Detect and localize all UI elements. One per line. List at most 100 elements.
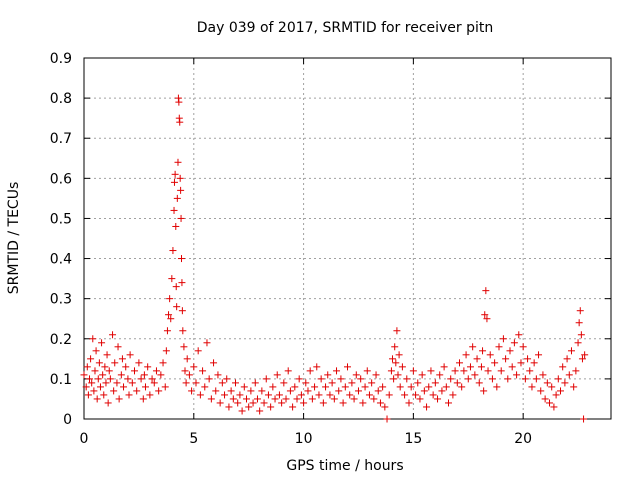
data-point	[177, 255, 185, 263]
data-point	[201, 383, 209, 391]
data-point	[550, 403, 558, 411]
data-point	[118, 355, 126, 363]
data-point	[240, 383, 248, 391]
data-point	[146, 391, 154, 399]
data-point	[84, 391, 92, 399]
data-point	[390, 375, 398, 383]
data-point	[169, 247, 177, 255]
y-tick-label: 0.8	[50, 91, 72, 107]
data-point	[423, 403, 431, 411]
data-point	[218, 379, 226, 387]
y-tick-label: 0.5	[50, 211, 72, 227]
data-point	[166, 295, 174, 303]
data-point	[178, 307, 186, 315]
y-tick-label: 0.6	[50, 171, 72, 187]
y-tick-label: 0.7	[50, 131, 72, 147]
data-point	[242, 395, 250, 403]
data-point	[414, 379, 422, 387]
data-point	[89, 335, 97, 343]
data-point	[308, 395, 316, 403]
data-point	[365, 391, 373, 399]
data-point	[111, 359, 119, 367]
data-point	[393, 327, 401, 335]
data-point	[173, 194, 181, 202]
data-point	[183, 355, 191, 363]
data-point	[90, 387, 98, 395]
data-point	[91, 367, 99, 375]
data-point	[214, 371, 222, 379]
data-point	[144, 363, 152, 371]
data-point	[140, 371, 148, 379]
data-point	[407, 383, 415, 391]
data-point	[502, 355, 510, 363]
data-point	[216, 399, 224, 407]
data-point	[319, 399, 327, 407]
data-point	[122, 363, 130, 371]
data-point	[95, 359, 103, 367]
data-point	[517, 359, 525, 367]
data-point	[567, 347, 575, 355]
data-point	[577, 331, 585, 339]
data-point	[192, 379, 200, 387]
data-point	[335, 387, 343, 395]
chart-title: Day 039 of 2017, SRMTID for receiver pit…	[197, 20, 494, 36]
data-point	[374, 387, 382, 395]
data-point	[176, 174, 184, 182]
data-point	[344, 363, 351, 371]
data-point	[212, 387, 220, 395]
data-point	[207, 395, 215, 403]
data-point	[291, 383, 299, 391]
grid-layer	[84, 58, 611, 419]
data-point	[330, 395, 338, 403]
data-point	[94, 375, 102, 383]
data-point	[546, 399, 554, 407]
data-point	[163, 327, 171, 335]
data-point	[109, 331, 117, 339]
data-point	[391, 343, 399, 351]
data-point	[350, 395, 358, 403]
data-point	[445, 399, 453, 407]
data-point	[346, 391, 354, 399]
data-point	[313, 363, 321, 371]
data-point	[394, 371, 402, 379]
x-tick-label: 0	[80, 431, 89, 447]
data-point	[93, 395, 101, 403]
data-point	[352, 371, 360, 379]
ticks-layer: 0 0.1 0.2 0.3 0.4 0.5 0.6 0.7 0.8 0.9 0 5 10 15 20	[50, 51, 611, 447]
data-point	[539, 371, 547, 379]
data-point	[170, 206, 178, 214]
data-point	[504, 375, 512, 383]
data-point	[339, 399, 347, 407]
data-point	[389, 355, 397, 363]
y-tick-label: 0.4	[50, 252, 72, 268]
data-point	[543, 379, 551, 387]
data-point	[177, 186, 185, 194]
data-point	[395, 351, 403, 359]
data-point	[530, 359, 538, 367]
data-point	[354, 387, 362, 395]
data-point	[120, 383, 128, 391]
data-point	[482, 287, 490, 295]
data-point	[104, 399, 112, 407]
data-point	[326, 391, 334, 399]
data-point	[471, 371, 479, 379]
data-point	[431, 379, 439, 387]
data-point	[581, 351, 589, 359]
data-point	[115, 395, 123, 403]
data-point	[137, 375, 145, 383]
data-point	[105, 367, 113, 375]
data-point	[572, 367, 580, 375]
data-point	[152, 367, 160, 375]
x-tick-label: 10	[295, 431, 313, 447]
data-point	[556, 387, 564, 395]
data-point	[82, 383, 90, 391]
data-point	[275, 391, 283, 399]
data-point	[190, 363, 198, 371]
data-point	[510, 339, 518, 347]
data-point	[418, 371, 426, 379]
data-point	[475, 379, 483, 387]
data-point	[451, 367, 459, 375]
data-point	[322, 383, 330, 391]
data-point	[117, 371, 125, 379]
data-point	[306, 367, 314, 375]
